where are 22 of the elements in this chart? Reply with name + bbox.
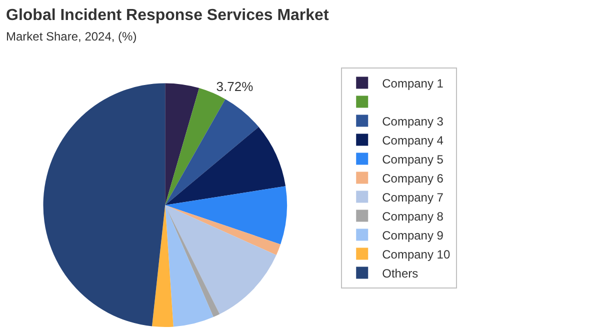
pie-slice <box>165 99 259 206</box>
pie-slice <box>165 186 287 244</box>
chart-title: Global Incident Response Services Market <box>6 6 330 24</box>
legend-label: Company 5 <box>382 152 444 166</box>
pie-slice <box>165 83 200 206</box>
pie-slice <box>43 83 166 326</box>
pie-slice <box>165 205 276 314</box>
pie-slice <box>165 205 214 327</box>
legend-label: Company 9 <box>382 228 444 242</box>
legend-label: Company 3 <box>382 114 444 128</box>
legend-label: Company 6 <box>382 171 444 186</box>
pie-slice <box>165 126 286 206</box>
legend-label: Company 4 <box>382 133 444 148</box>
legend-label: Company 1 <box>382 76 444 90</box>
pie-slice <box>152 205 174 327</box>
legend-label: Company 10 <box>382 247 450 262</box>
pie-slice <box>165 205 281 256</box>
legend-label: Company 7 <box>382 190 444 204</box>
chart-subtitle: Market Share, 2024, (%) <box>6 30 137 44</box>
data-label: 3.72% <box>216 78 254 94</box>
legend-label: Company 8 <box>382 209 444 224</box>
legend-label: Others <box>382 266 418 280</box>
